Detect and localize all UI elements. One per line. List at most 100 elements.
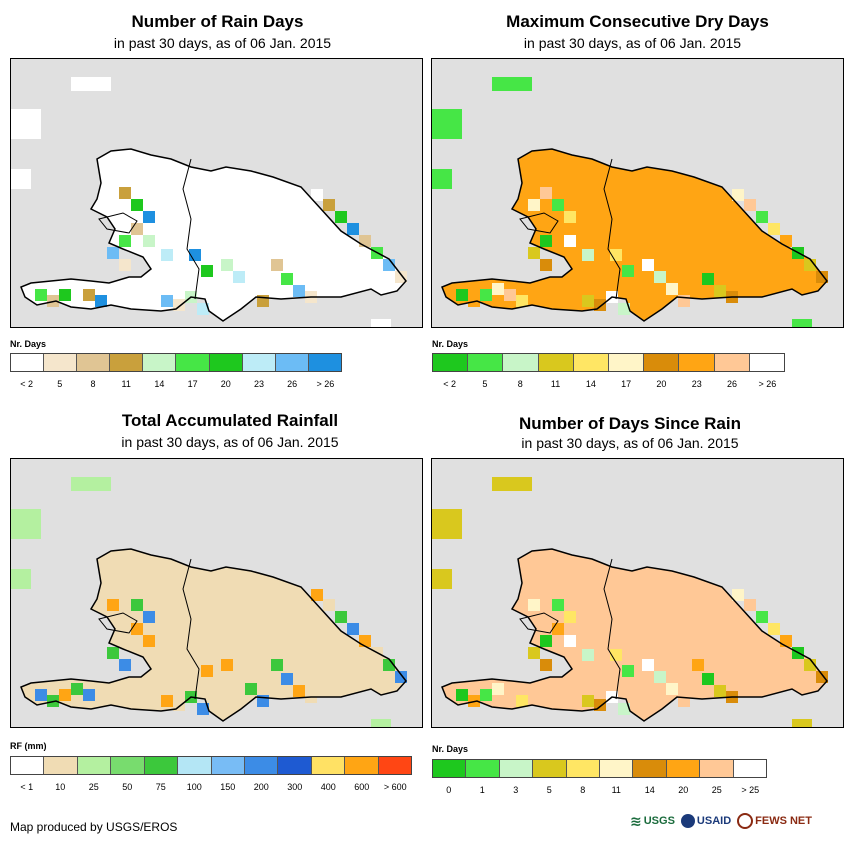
panel-1-title: Number of Rain Days (131, 12, 304, 31)
legend-label: 26 (287, 379, 298, 389)
legend-swatch (573, 354, 610, 371)
country-border (603, 158, 621, 300)
grid-cell (540, 659, 552, 671)
panel-4-legend-bar (432, 759, 767, 778)
grid-cell (744, 599, 756, 611)
legend-label: 0 (446, 785, 452, 795)
grid-cell (161, 249, 173, 261)
small-island-cell (792, 319, 812, 327)
legend-swatch (714, 354, 750, 371)
legend-label: 25 (711, 785, 722, 795)
legend-swatch (666, 760, 701, 777)
fewsnet-logo: FEWS NET (737, 813, 812, 829)
grid-cell (744, 199, 756, 211)
grid-cell (552, 223, 564, 235)
grid-cell (480, 289, 492, 301)
grid-cell (540, 187, 552, 199)
legend-swatch (209, 354, 243, 371)
coastline (20, 148, 407, 322)
grid-cell (143, 235, 155, 247)
grid-cell (143, 211, 155, 223)
usgs-logo: ≋ USGS (630, 812, 675, 829)
grid-cell (528, 247, 540, 259)
grid-cell (622, 665, 634, 677)
grid-cell (480, 689, 492, 701)
small-island-cell (371, 719, 391, 727)
grid-cell (245, 683, 257, 695)
legend-label: 17 (621, 379, 632, 389)
grid-cell (714, 685, 726, 697)
grid-cell (780, 635, 792, 647)
legend-swatch (242, 354, 276, 371)
grid-cell (768, 623, 780, 635)
legend-label: 150 (220, 782, 236, 792)
grid-cell (83, 289, 95, 301)
coastline (20, 548, 407, 722)
legend-label: 5 (546, 785, 552, 795)
legend-swatch (679, 354, 715, 371)
legend-label: 8 (90, 379, 96, 389)
panel-1-legend-bar (10, 353, 342, 372)
grid-cell (582, 695, 594, 707)
grid-cell (564, 635, 576, 647)
hispaniola-fill (442, 549, 827, 721)
legend-label: 20 (220, 379, 231, 389)
grid-cell (281, 673, 293, 685)
grid-cell (197, 703, 209, 715)
small-island-cell (432, 569, 452, 589)
legend-swatch (11, 354, 45, 371)
legend-label: 11 (121, 379, 131, 389)
grid-cell (359, 235, 371, 247)
grid-cell (281, 273, 293, 285)
panel-3-legend-title: RF (mm) (10, 741, 47, 751)
grid-cell (35, 289, 47, 301)
panel-1-legend-labels: < 2 5 8 11 14 17 20 23 26 > 26 (10, 379, 342, 391)
small-island-cell (11, 509, 41, 539)
legend-swatch (468, 354, 504, 371)
grid-cell (245, 283, 257, 295)
grid-cell (161, 649, 173, 661)
usaid-logo: USAID (680, 814, 731, 828)
fewsnet-globe-icon (737, 813, 754, 829)
grid-cell (552, 199, 564, 211)
grid-cell (221, 659, 233, 671)
map-canvas (11, 477, 407, 727)
country-border (182, 558, 200, 700)
grid-cell (197, 303, 209, 315)
legend-label: 10 (55, 782, 66, 792)
grid-cell (540, 259, 552, 271)
gulf-outline (519, 212, 559, 234)
grid-cell (528, 599, 540, 611)
legend-swatch (600, 760, 634, 777)
legend-swatch (609, 354, 645, 371)
legend-label: 23 (691, 379, 702, 389)
grid-cell (582, 649, 594, 661)
grid-cell (71, 683, 83, 695)
grid-cell (221, 259, 233, 271)
grid-cell (564, 235, 576, 247)
grid-cell (540, 235, 552, 247)
grid-cell (492, 683, 504, 695)
map-canvas (432, 477, 828, 727)
country-border (603, 558, 621, 700)
panel-2-title: Maximum Consecutive Dry Days (506, 12, 769, 31)
legend-swatch (110, 354, 144, 371)
legend-label: 100 (186, 782, 202, 792)
panel-3-title: Total Accumulated Rainfall (121, 411, 339, 430)
grid-cell (143, 635, 155, 647)
legend-label: 26 (727, 379, 738, 389)
small-island-cell (371, 319, 391, 327)
rainfall-map (10, 458, 423, 728)
grid-cell (83, 689, 95, 701)
legend-swatch (503, 354, 539, 371)
grid-cell (552, 599, 564, 611)
grid-cell (59, 289, 71, 301)
map-canvas (432, 77, 828, 327)
grid-cell (456, 689, 468, 701)
grid-cell (654, 271, 666, 283)
legend-label: < 2 (20, 379, 33, 389)
coastline (441, 548, 828, 722)
small-island-cell (492, 477, 532, 491)
grid-cell (107, 599, 119, 611)
grid-cell (714, 285, 726, 297)
